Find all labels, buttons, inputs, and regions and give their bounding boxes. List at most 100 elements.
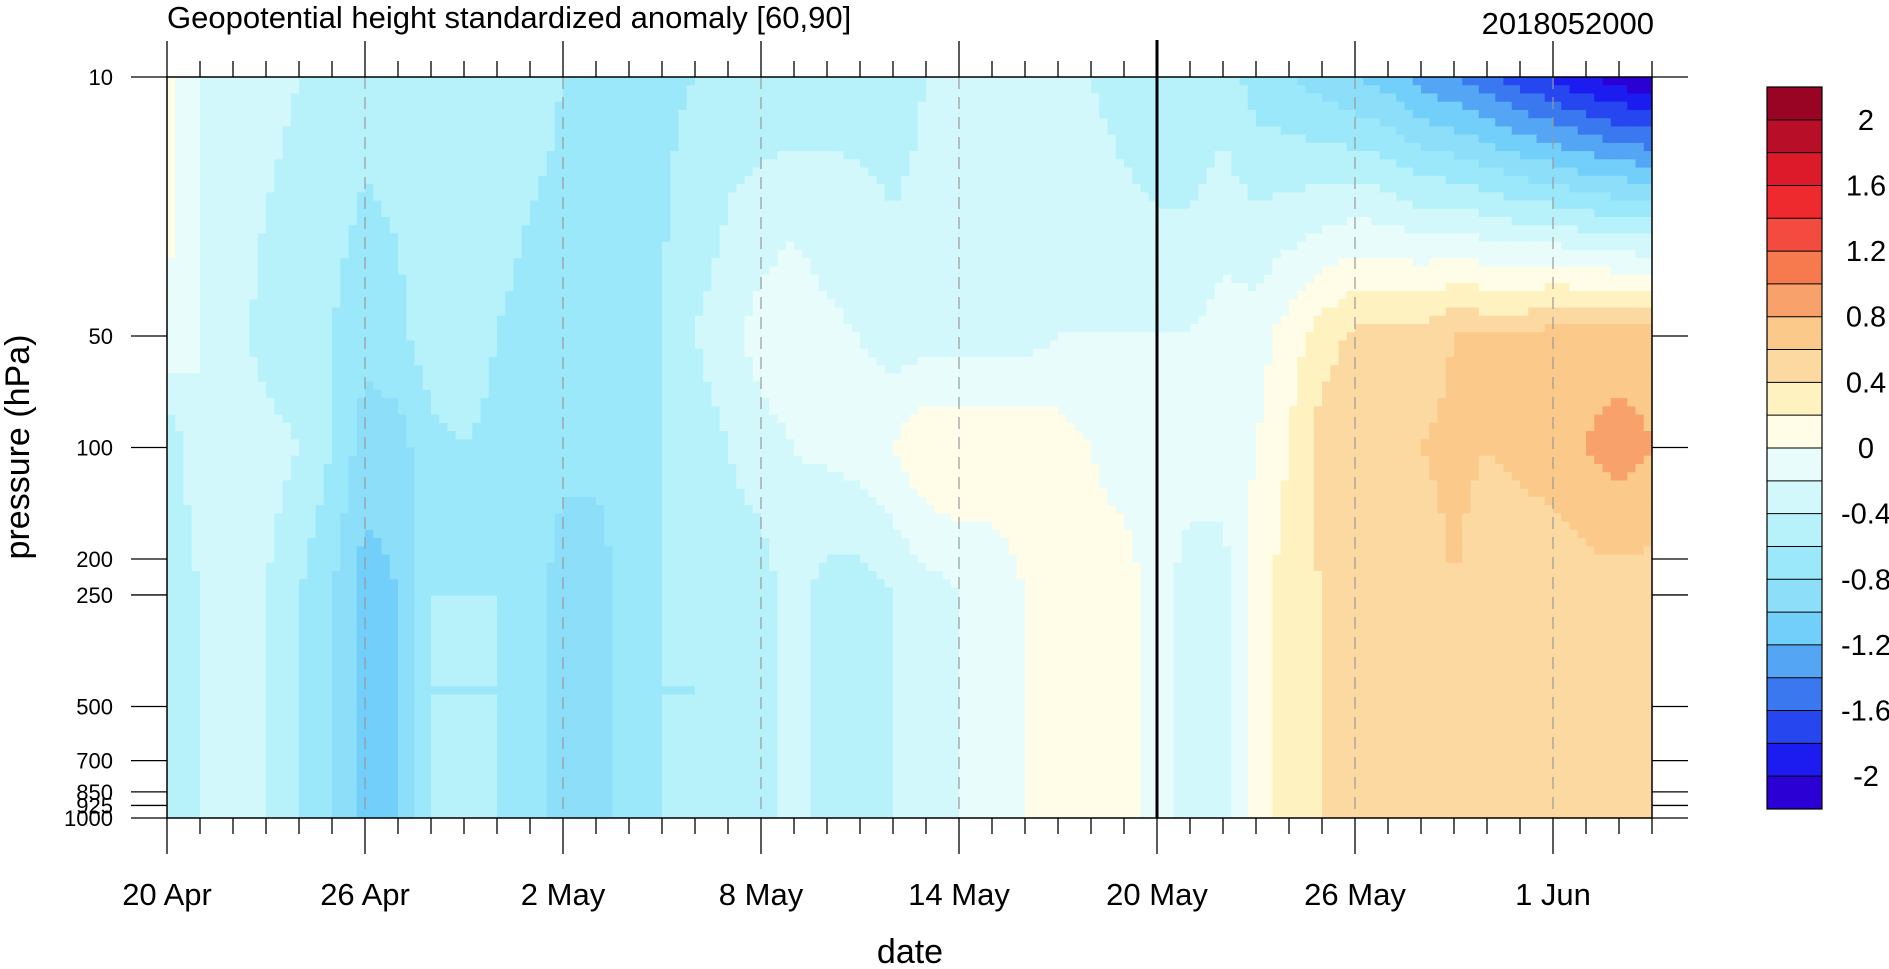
anomaly-cell	[381, 109, 391, 119]
anomaly-cell	[596, 686, 605, 696]
anomaly-cell	[200, 801, 209, 811]
anomaly-cell	[530, 719, 539, 729]
anomaly-cell	[480, 332, 490, 342]
anomaly-cell	[257, 727, 267, 737]
anomaly-cell	[307, 505, 317, 514]
anomaly-cell	[472, 710, 482, 720]
anomaly-cell	[167, 801, 176, 811]
anomaly-cell	[216, 603, 226, 613]
anomaly-cell	[208, 151, 218, 160]
anomaly-cell	[365, 727, 374, 737]
anomaly-cell	[348, 291, 358, 300]
anomaly-cell	[282, 546, 292, 556]
anomaly-cell	[579, 447, 589, 457]
anomaly-cell	[513, 752, 523, 761]
anomaly-cell	[315, 126, 325, 136]
anomaly-cell	[381, 373, 391, 383]
anomaly-cell	[282, 175, 292, 185]
anomaly-cell	[282, 109, 292, 119]
anomaly-cell	[224, 768, 234, 778]
anomaly-cell	[290, 620, 300, 630]
anomaly-cell	[249, 455, 259, 465]
anomaly-cell	[587, 529, 597, 539]
anomaly-cell	[224, 266, 234, 276]
anomaly-cell	[612, 595, 622, 605]
anomaly-cell	[480, 546, 490, 556]
anomaly-cell	[620, 274, 630, 284]
anomaly-cell	[612, 151, 622, 160]
anomaly-cell	[216, 620, 226, 630]
anomaly-cell	[315, 266, 325, 276]
anomaly-cell	[233, 554, 242, 564]
anomaly-cell	[563, 603, 572, 613]
anomaly-cell	[191, 266, 201, 276]
anomaly-cell	[571, 710, 581, 720]
anomaly-cell	[480, 719, 490, 729]
anomaly-cell	[381, 258, 391, 267]
anomaly-cell	[348, 472, 358, 482]
anomaly-cell	[183, 463, 193, 473]
anomaly-cell	[356, 702, 366, 712]
anomaly-cell	[596, 225, 605, 235]
anomaly-cell	[447, 118, 457, 127]
anomaly-cell	[290, 291, 300, 300]
anomaly-cell	[604, 134, 614, 144]
anomaly-cell	[563, 373, 572, 383]
anomaly-cell	[447, 727, 457, 737]
anomaly-cell	[472, 472, 482, 482]
anomaly-cell	[381, 579, 391, 589]
anomaly-cell	[323, 414, 333, 424]
anomaly-cell	[200, 768, 209, 778]
anomaly-cell	[224, 389, 234, 399]
anomaly-cell	[381, 603, 391, 613]
anomaly-cell	[406, 216, 416, 226]
anomaly-cell	[299, 702, 308, 712]
anomaly-cell	[216, 258, 226, 267]
anomaly-cell	[282, 571, 292, 580]
anomaly-cell	[257, 151, 267, 160]
anomaly-cell	[587, 735, 597, 745]
anomaly-cell	[538, 315, 548, 325]
anomaly-cell	[299, 291, 308, 300]
anomaly-cell	[365, 447, 374, 457]
anomaly-cell	[233, 653, 242, 663]
anomaly-cell	[596, 480, 605, 490]
anomaly-cell	[323, 307, 333, 317]
anomaly-cell	[455, 381, 465, 391]
anomaly-cell	[447, 571, 457, 580]
anomaly-cell	[224, 505, 234, 514]
anomaly-cell	[554, 793, 564, 803]
anomaly-cell	[612, 447, 622, 457]
anomaly-cell	[282, 315, 292, 325]
anomaly-cell	[208, 208, 218, 218]
anomaly-cell	[612, 274, 622, 284]
anomaly-cell	[563, 241, 572, 251]
anomaly-cell	[604, 315, 614, 325]
anomaly-cell	[266, 184, 275, 193]
anomaly-cell	[439, 175, 449, 185]
anomaly-cell	[216, 233, 226, 243]
anomaly-cell	[521, 414, 531, 424]
anomaly-cell	[381, 447, 391, 457]
anomaly-cell	[233, 636, 242, 646]
anomaly-cell	[200, 414, 209, 424]
anomaly-cell	[398, 529, 407, 539]
anomaly-cell	[315, 431, 325, 440]
anomaly-cell	[464, 208, 473, 218]
anomaly-cell	[348, 546, 358, 556]
anomaly-cell	[431, 126, 440, 136]
anomaly-cell	[398, 472, 407, 482]
anomaly-cell	[365, 258, 374, 267]
anomaly-cell	[472, 340, 482, 350]
anomaly-cell	[587, 809, 597, 818]
anomaly-cell	[257, 142, 267, 152]
anomaly-cell	[233, 480, 242, 490]
anomaly-cell	[480, 340, 490, 350]
anomaly-cell	[554, 496, 564, 506]
anomaly-cell	[554, 225, 564, 235]
anomaly-cell	[612, 266, 622, 276]
anomaly-cell	[191, 118, 201, 127]
anomaly-cell	[464, 274, 473, 284]
anomaly-cell	[315, 77, 325, 86]
anomaly-cell	[398, 628, 407, 638]
